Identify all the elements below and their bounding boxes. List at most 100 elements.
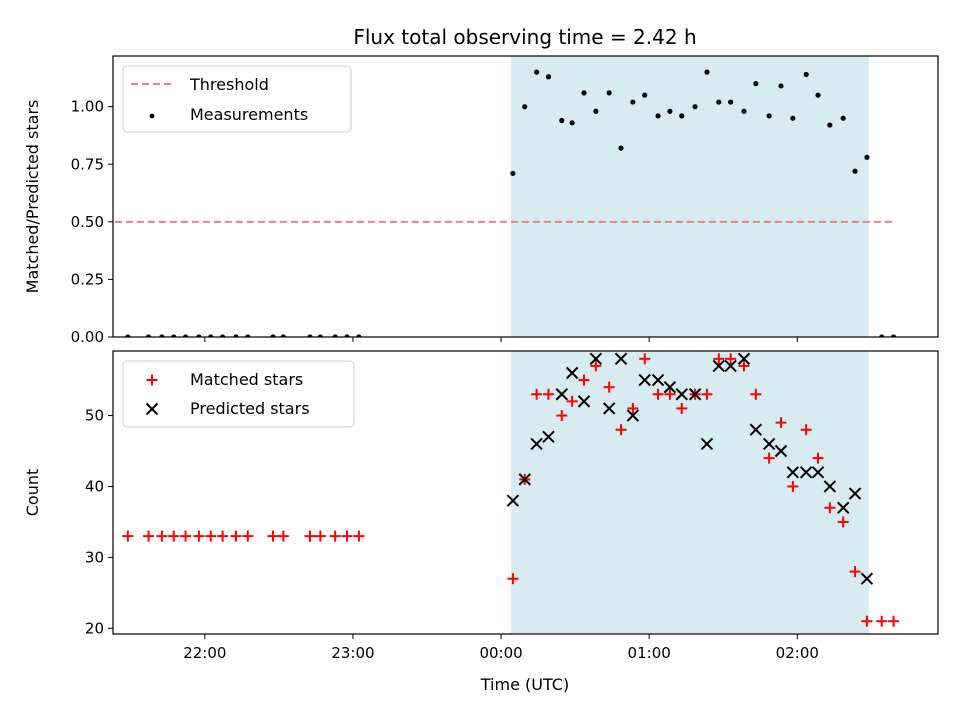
predicted-point: [749, 423, 763, 436]
matched-point: [627, 402, 639, 414]
measurement-point: [728, 99, 734, 105]
predicted-point-b: [663, 380, 677, 394]
matched-point: [304, 530, 316, 542]
predicted-point-b: [542, 430, 555, 444]
matched-point: [341, 530, 353, 542]
matched-point: [277, 530, 289, 542]
measurement-point: [245, 334, 251, 337]
matched-point: [738, 360, 750, 372]
matched-point: [7, 531, 18, 542]
matched-point: [267, 530, 279, 542]
predicted-point-b: [651, 373, 665, 387]
measurement-point: [864, 154, 870, 160]
count-legend-box: [122, 360, 355, 428]
predicted-point: [860, 572, 874, 585]
x-tick-label-2: 00:00: [479, 644, 522, 662]
measurement-point: [208, 334, 214, 337]
x-tick-label-3: 01:00: [628, 644, 671, 662]
predicted-point-b: [823, 480, 837, 493]
measurement-point: [766, 113, 772, 119]
predicted-point: [799, 466, 813, 479]
predicted-point: [688, 388, 702, 401]
measurement-point: [569, 120, 575, 126]
predicted-point: [555, 388, 568, 401]
matched-point: [507, 573, 519, 585]
measurement-point: [630, 99, 636, 105]
matched-point: [725, 353, 737, 365]
measurement-point: [182, 334, 189, 337]
predicted-point: [836, 501, 850, 514]
matched-point: [750, 388, 762, 400]
measurement-point: [618, 145, 624, 151]
matched-point: [122, 530, 134, 542]
x-tick-label-0: 22:00: [183, 644, 226, 662]
predicted-point-b: [724, 359, 737, 373]
legend-threshold-label: Threshold: [189, 75, 269, 94]
measurement-point: [667, 108, 673, 114]
legend-matched-label: Matched stars: [190, 370, 303, 389]
matched-point: [763, 452, 775, 464]
predicted-point: [589, 352, 603, 366]
predicted-point: [712, 359, 725, 373]
measurement-point: [270, 334, 276, 337]
matched-point: [652, 388, 664, 400]
measurement-point: [704, 69, 710, 75]
predicted-point: [700, 437, 714, 451]
predicted-point: [737, 352, 751, 366]
predicted-point-b: [602, 402, 616, 415]
measurement-point: [0, 334, 5, 339]
matched-point: [542, 388, 554, 400]
measurement-point: [642, 92, 648, 98]
predicted-point-b: [700, 437, 714, 451]
predicted-point-b: [712, 359, 725, 373]
p0-ytick-label-2: 0.50: [71, 213, 104, 231]
ratio-panel: 0.00 0.25 0.50 0.75 1.00 Matched/Predicted s…: [0, 55, 939, 346]
predicted-point: [614, 352, 628, 366]
matched-point: [676, 402, 688, 414]
ratio-y-axis-label: Matched/Predicted stars: [23, 100, 42, 294]
measurement-point: [233, 334, 239, 337]
predicted-point-b: [860, 572, 874, 585]
predicted-point-b: [675, 388, 688, 401]
predicted-point-b: [774, 444, 788, 458]
predicted-point: [811, 466, 825, 479]
matched-point: [156, 530, 168, 542]
legend-measurements-marker: [149, 113, 155, 119]
predicted-point-b: [749, 423, 763, 436]
measurement-point: [559, 117, 565, 124]
predicted-point: [786, 466, 800, 479]
measurement-point: [803, 71, 809, 78]
legend-measurements-label: Measurements: [190, 105, 308, 124]
measurement-point: [827, 122, 833, 128]
measurement-point: [64, 334, 69, 339]
measurement-point: [778, 83, 784, 89]
predicted-point-b: [506, 494, 520, 507]
predicted-point: [848, 487, 862, 500]
predicted-point-b: [811, 466, 825, 479]
matched-point: [787, 480, 799, 492]
predicted-point: [602, 402, 616, 415]
predicted-point-b: [518, 473, 531, 486]
x-axis-label: Time (UTC): [480, 675, 569, 694]
matched-point: [556, 410, 568, 422]
legend-predicted-x-b: [145, 402, 159, 416]
matched-point: [193, 530, 205, 542]
predicted-point-b: [737, 352, 751, 366]
measurement-point: [815, 92, 821, 98]
matched-point: [205, 530, 217, 542]
ratio-panel-marks: [0, 69, 897, 339]
measurement-point: [545, 74, 552, 80]
measurement-point: [171, 334, 177, 337]
predicted-point-b: [836, 501, 850, 514]
matched-point: [143, 530, 155, 542]
matched-point: [824, 502, 836, 514]
predicted-point: [638, 373, 651, 387]
p1-ytick-label-3: 50: [85, 407, 104, 425]
predicted-point: [774, 444, 788, 458]
predicted-point-b: [688, 388, 702, 401]
measurement-point: [522, 104, 528, 110]
predicted-point-b: [577, 395, 591, 408]
x-tick-label-4: 02:00: [776, 644, 819, 662]
measurement-point: [196, 334, 202, 337]
matched-point: [566, 395, 578, 407]
